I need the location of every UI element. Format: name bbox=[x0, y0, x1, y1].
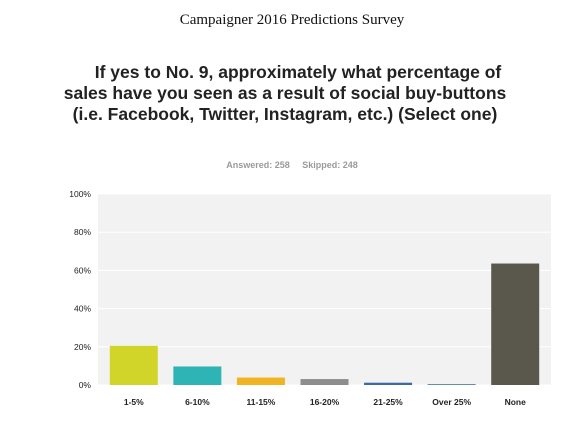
bar bbox=[300, 379, 349, 385]
x-tick-label: None bbox=[505, 397, 527, 407]
skipped-count: Skipped: 248 bbox=[302, 160, 358, 170]
y-tick-label: 60% bbox=[74, 265, 91, 275]
bar bbox=[491, 263, 540, 385]
response-stats: Answered: 258 Skipped: 248 bbox=[0, 160, 584, 170]
y-tick-label: 0% bbox=[79, 380, 92, 390]
x-tick-label: Over 25% bbox=[432, 397, 471, 407]
bar bbox=[236, 377, 285, 385]
x-tick-label: 1-5% bbox=[124, 397, 144, 407]
bar bbox=[427, 384, 476, 385]
x-tick-label: 21-25% bbox=[373, 397, 403, 407]
survey-question: If yes to No. 9, approximately what perc… bbox=[63, 62, 507, 124]
plot-area bbox=[98, 194, 551, 385]
x-tick-label: 6-10% bbox=[185, 397, 210, 407]
answered-count: Answered: 258 bbox=[226, 160, 290, 170]
y-tick-label: 100% bbox=[69, 189, 91, 199]
document-title: Campaigner 2016 Predictions Survey bbox=[179, 12, 405, 28]
y-tick-label: 80% bbox=[74, 227, 91, 237]
bar bbox=[173, 366, 222, 385]
y-tick-label: 20% bbox=[74, 342, 91, 352]
x-tick-label: 16-20% bbox=[310, 397, 340, 407]
y-tick-label: 40% bbox=[74, 304, 91, 314]
bar bbox=[364, 382, 413, 385]
x-tick-label: 11-15% bbox=[247, 397, 276, 407]
bar bbox=[109, 345, 158, 385]
